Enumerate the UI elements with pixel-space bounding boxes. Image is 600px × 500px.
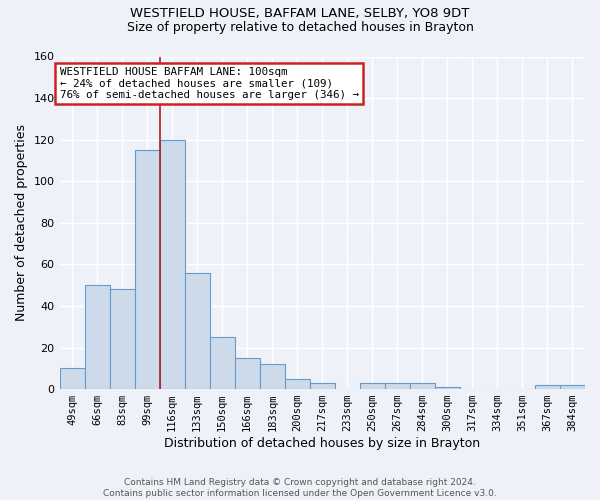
Bar [435, 387, 460, 389]
Text: Size of property relative to detached houses in Brayton: Size of property relative to detached ho… [127, 21, 473, 34]
Bar [410, 383, 435, 389]
X-axis label: Distribution of detached houses by size in Brayton: Distribution of detached houses by size … [164, 437, 481, 450]
Bar [560, 385, 585, 389]
Bar [209, 337, 235, 389]
Bar [185, 272, 209, 389]
Bar [360, 383, 385, 389]
Bar [160, 140, 185, 389]
Bar [385, 383, 410, 389]
Text: Contains HM Land Registry data © Crown copyright and database right 2024.
Contai: Contains HM Land Registry data © Crown c… [103, 478, 497, 498]
Bar [260, 364, 285, 389]
Text: WESTFIELD HOUSE, BAFFAM LANE, SELBY, YO8 9DT: WESTFIELD HOUSE, BAFFAM LANE, SELBY, YO8… [130, 8, 470, 20]
Bar [110, 290, 134, 389]
Bar [235, 358, 260, 389]
Bar [134, 150, 160, 389]
Bar [535, 385, 560, 389]
Bar [310, 383, 335, 389]
Y-axis label: Number of detached properties: Number of detached properties [15, 124, 28, 322]
Bar [59, 368, 85, 389]
Text: WESTFIELD HOUSE BAFFAM LANE: 100sqm
← 24% of detached houses are smaller (109)
7: WESTFIELD HOUSE BAFFAM LANE: 100sqm ← 24… [59, 67, 359, 100]
Bar [85, 285, 110, 389]
Bar [285, 378, 310, 389]
